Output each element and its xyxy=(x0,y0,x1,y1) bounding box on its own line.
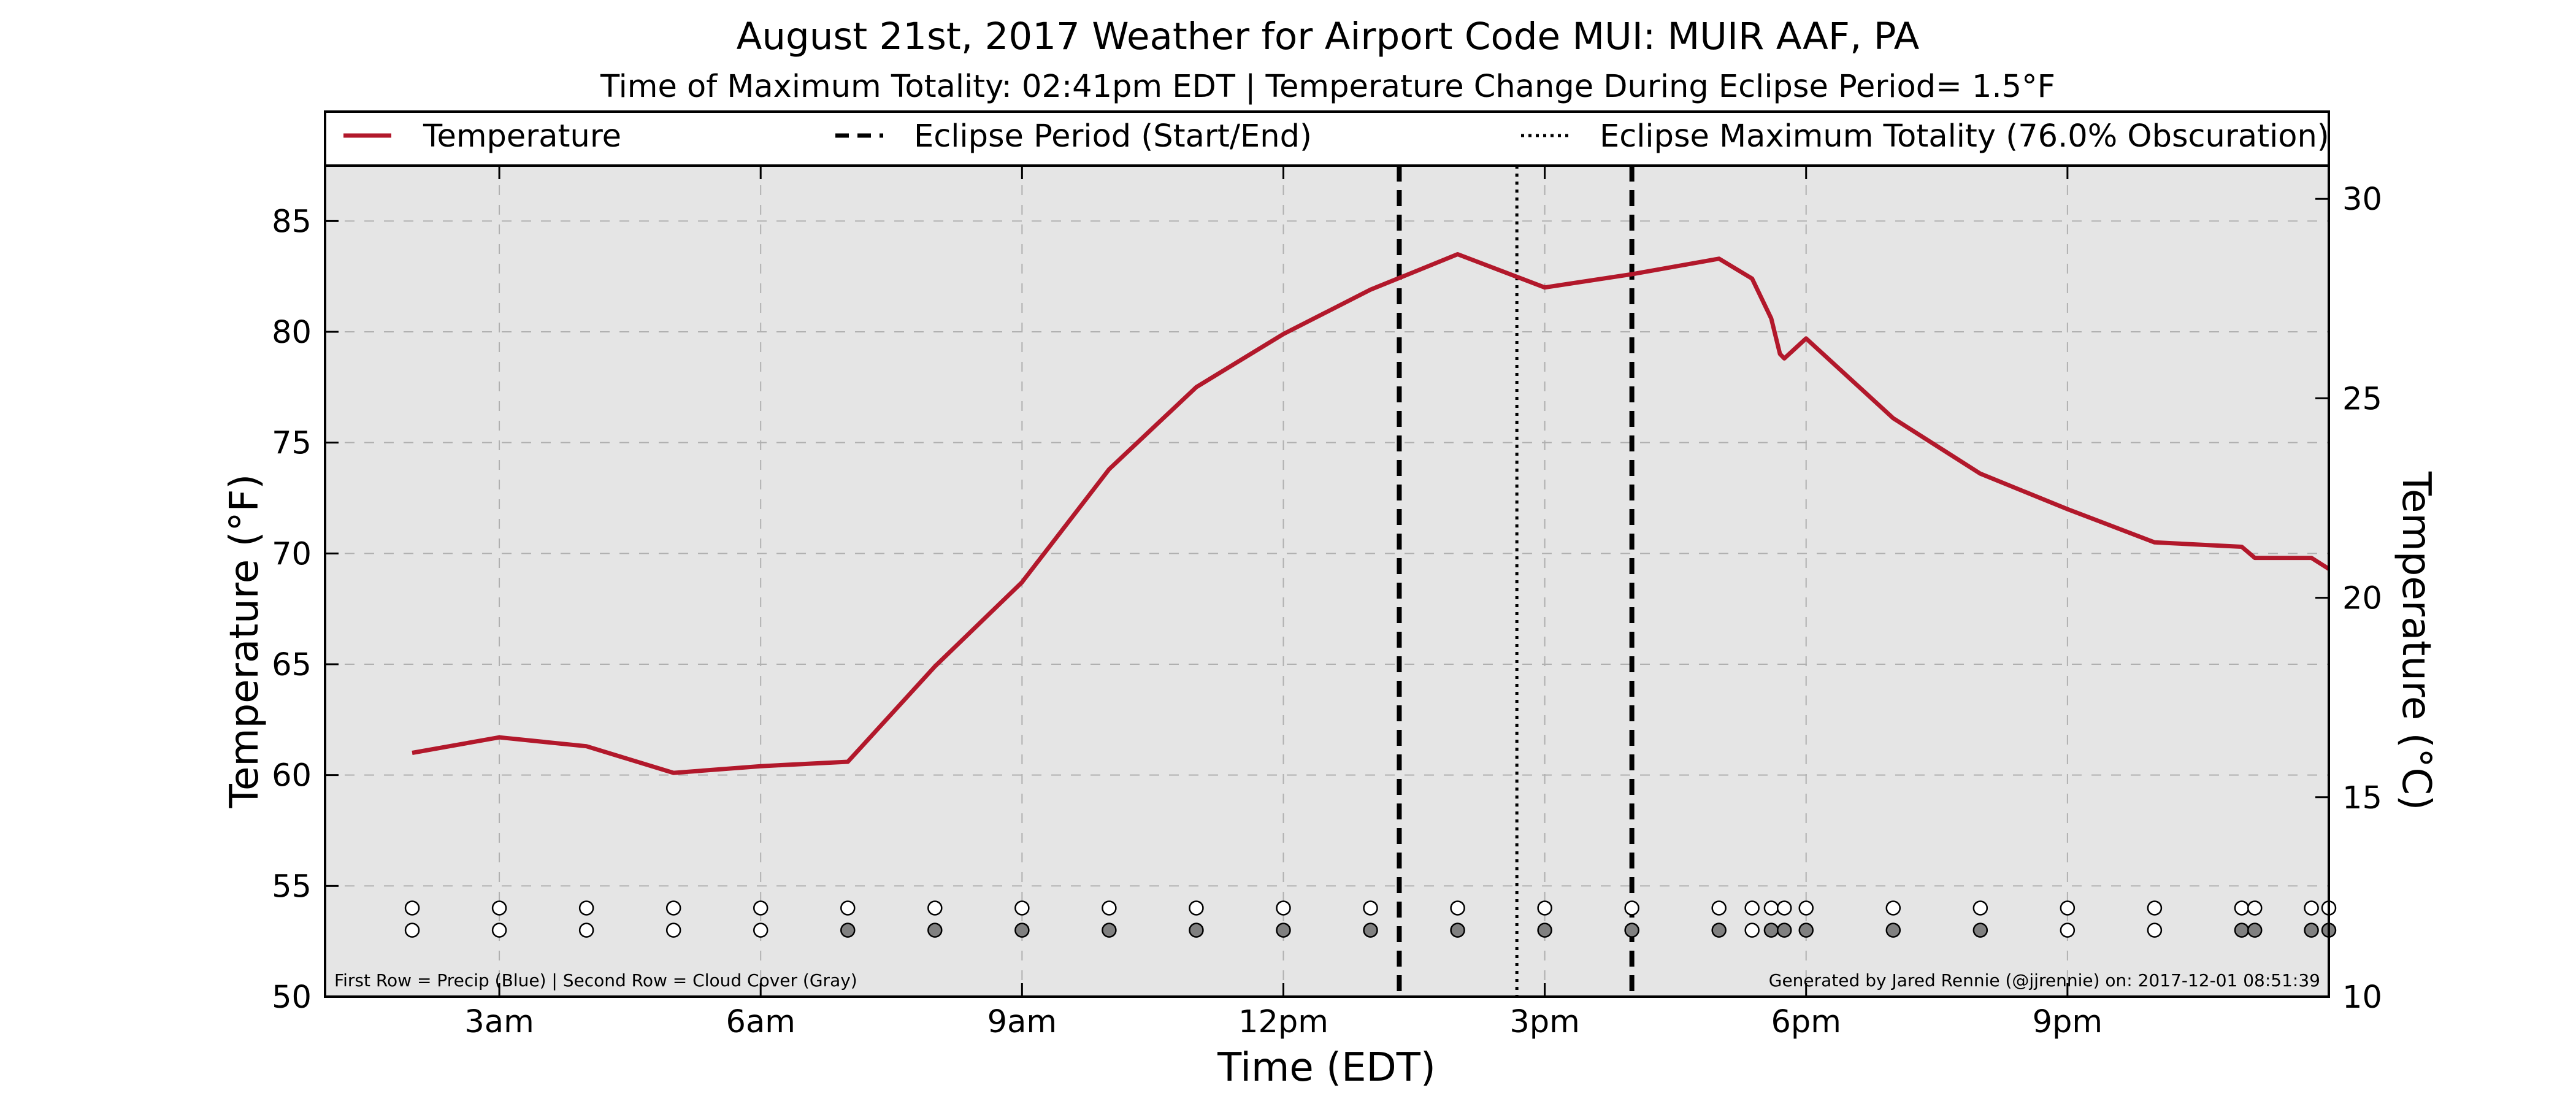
precip-marker xyxy=(1624,900,1639,916)
cloud-cover-marker xyxy=(1763,922,1779,938)
cloud-cover-marker xyxy=(1102,922,1117,938)
precip-marker xyxy=(927,900,943,916)
precip-marker xyxy=(404,900,420,916)
y-tick-label-right: 10 xyxy=(2342,979,2382,1016)
precip-marker xyxy=(2234,900,2250,916)
cloud-cover-marker xyxy=(2234,922,2250,938)
cloud-cover-marker xyxy=(1537,922,1552,938)
x-tick-label: 12pm xyxy=(1238,1004,1328,1040)
cloud-cover-marker xyxy=(753,922,769,938)
x-tick-label: 9am xyxy=(987,1004,1057,1040)
precip-marker xyxy=(2304,900,2319,916)
y-tick-label-left: 80 xyxy=(272,315,312,351)
y-tick-label-right: 15 xyxy=(2342,780,2382,816)
precip-marker xyxy=(1972,900,1988,916)
legend-temperature-label: Temperature xyxy=(423,118,621,155)
chart-title: August 21st, 2017 Weather for Airport Co… xyxy=(737,15,1920,58)
cloud-cover-marker xyxy=(578,922,594,938)
cloud-cover-marker xyxy=(1776,922,1792,938)
y-tick-label-left: 60 xyxy=(272,758,312,794)
cloud-cover-marker xyxy=(1276,922,1291,938)
y-tick-label-left: 55 xyxy=(272,868,312,905)
precip-marker xyxy=(578,900,594,916)
x-axis-label: Time (EDT) xyxy=(1217,1045,1436,1091)
precip-marker xyxy=(1763,900,1779,916)
y-tick-label-left: 70 xyxy=(272,536,312,572)
precip-marker xyxy=(1711,900,1727,916)
cloud-cover-marker xyxy=(491,922,507,938)
cloud-cover-marker xyxy=(1450,922,1465,938)
series-layer xyxy=(412,252,2330,775)
cloud-cover-marker xyxy=(1189,922,1204,938)
footer-legend-note: First Row = Precip (Blue) | Second Row =… xyxy=(334,970,857,991)
x-tick-label: 3am xyxy=(464,1004,534,1040)
cloud-cover-marker xyxy=(404,922,420,938)
legend-box xyxy=(324,110,2330,167)
temperature-line xyxy=(412,252,2330,775)
precip-marker xyxy=(1363,900,1378,916)
cloud-cover-marker xyxy=(1711,922,1727,938)
precip-marker xyxy=(491,900,507,916)
precip-marker xyxy=(1276,900,1291,916)
precip-marker xyxy=(1744,900,1760,916)
cloud-cover-marker xyxy=(2060,922,2076,938)
y-tick-label-left: 50 xyxy=(272,979,312,1016)
precip-marker xyxy=(665,900,681,916)
legend-eclipse-period-label: Eclipse Period (Start/End) xyxy=(914,118,1312,155)
cloud-cover-marker xyxy=(840,922,856,938)
cloud-cover-marker xyxy=(2147,922,2163,938)
cloud-cover-marker xyxy=(1363,922,1378,938)
y-tick-label-left: 65 xyxy=(272,647,312,683)
precip-marker xyxy=(840,900,856,916)
legend-max-totality-label: Eclipse Maximum Totality (76.0% Obscurat… xyxy=(1600,118,2329,155)
y-tick-label-right: 30 xyxy=(2342,182,2382,218)
precip-marker xyxy=(1885,900,1901,916)
plot-background xyxy=(325,166,2329,997)
precip-marker xyxy=(1189,900,1204,916)
x-tick-label: 3pm xyxy=(1509,1004,1580,1040)
x-tick-label: 6am xyxy=(726,1004,795,1040)
y-tick-label-right: 25 xyxy=(2342,381,2382,417)
precip-marker xyxy=(2060,900,2076,916)
precip-marker xyxy=(1102,900,1117,916)
cloud-cover-marker xyxy=(665,922,681,938)
y-axis-label-right: Temperature (°C) xyxy=(2393,471,2439,810)
eclipse-lines xyxy=(1397,166,1635,997)
cloud-cover-marker xyxy=(1014,922,1030,938)
precip-marker xyxy=(1537,900,1552,916)
precip-marker xyxy=(2147,900,2163,916)
y-tick-label-left: 85 xyxy=(272,204,312,240)
cloud-cover-marker xyxy=(1798,922,1814,938)
precip-marker xyxy=(2247,900,2263,916)
cloud-cover-marker xyxy=(1624,922,1639,938)
cloud-cover-marker xyxy=(1972,922,1988,938)
precip-marker xyxy=(1014,900,1030,916)
precip-marker xyxy=(1776,900,1792,916)
grid-lines xyxy=(325,166,2329,997)
cloud-cover-marker xyxy=(927,922,943,938)
precip-marker xyxy=(1450,900,1465,916)
cloud-cover-marker xyxy=(1744,922,1760,938)
y-axis-label-left: Temperature (°F) xyxy=(222,474,267,809)
x-tick-label: 6pm xyxy=(1771,1004,1841,1040)
y-tick-label-left: 75 xyxy=(272,426,312,462)
axis-ticks: 3am 6am 9am 12pm 3pm 6pm 9pm 50 55 60 65 70 75 80 85 10… xyxy=(272,166,2382,1040)
cloud-cover-marker xyxy=(2304,922,2319,938)
cloud-cover-marker xyxy=(2247,922,2263,938)
footer-credit: Generated by Jared Rennie (@jjrennie) on… xyxy=(1769,970,2320,991)
x-tick-label: 9pm xyxy=(2033,1004,2103,1040)
y-tick-label-right: 20 xyxy=(2342,581,2382,617)
cloud-cover-marker xyxy=(1885,922,1901,938)
precip-marker xyxy=(753,900,769,916)
precip-marker xyxy=(1798,900,1814,916)
chart-subtitle: Time of Maximum Totality: 02:41pm EDT | … xyxy=(600,69,2055,105)
observation-markers xyxy=(404,900,2337,938)
